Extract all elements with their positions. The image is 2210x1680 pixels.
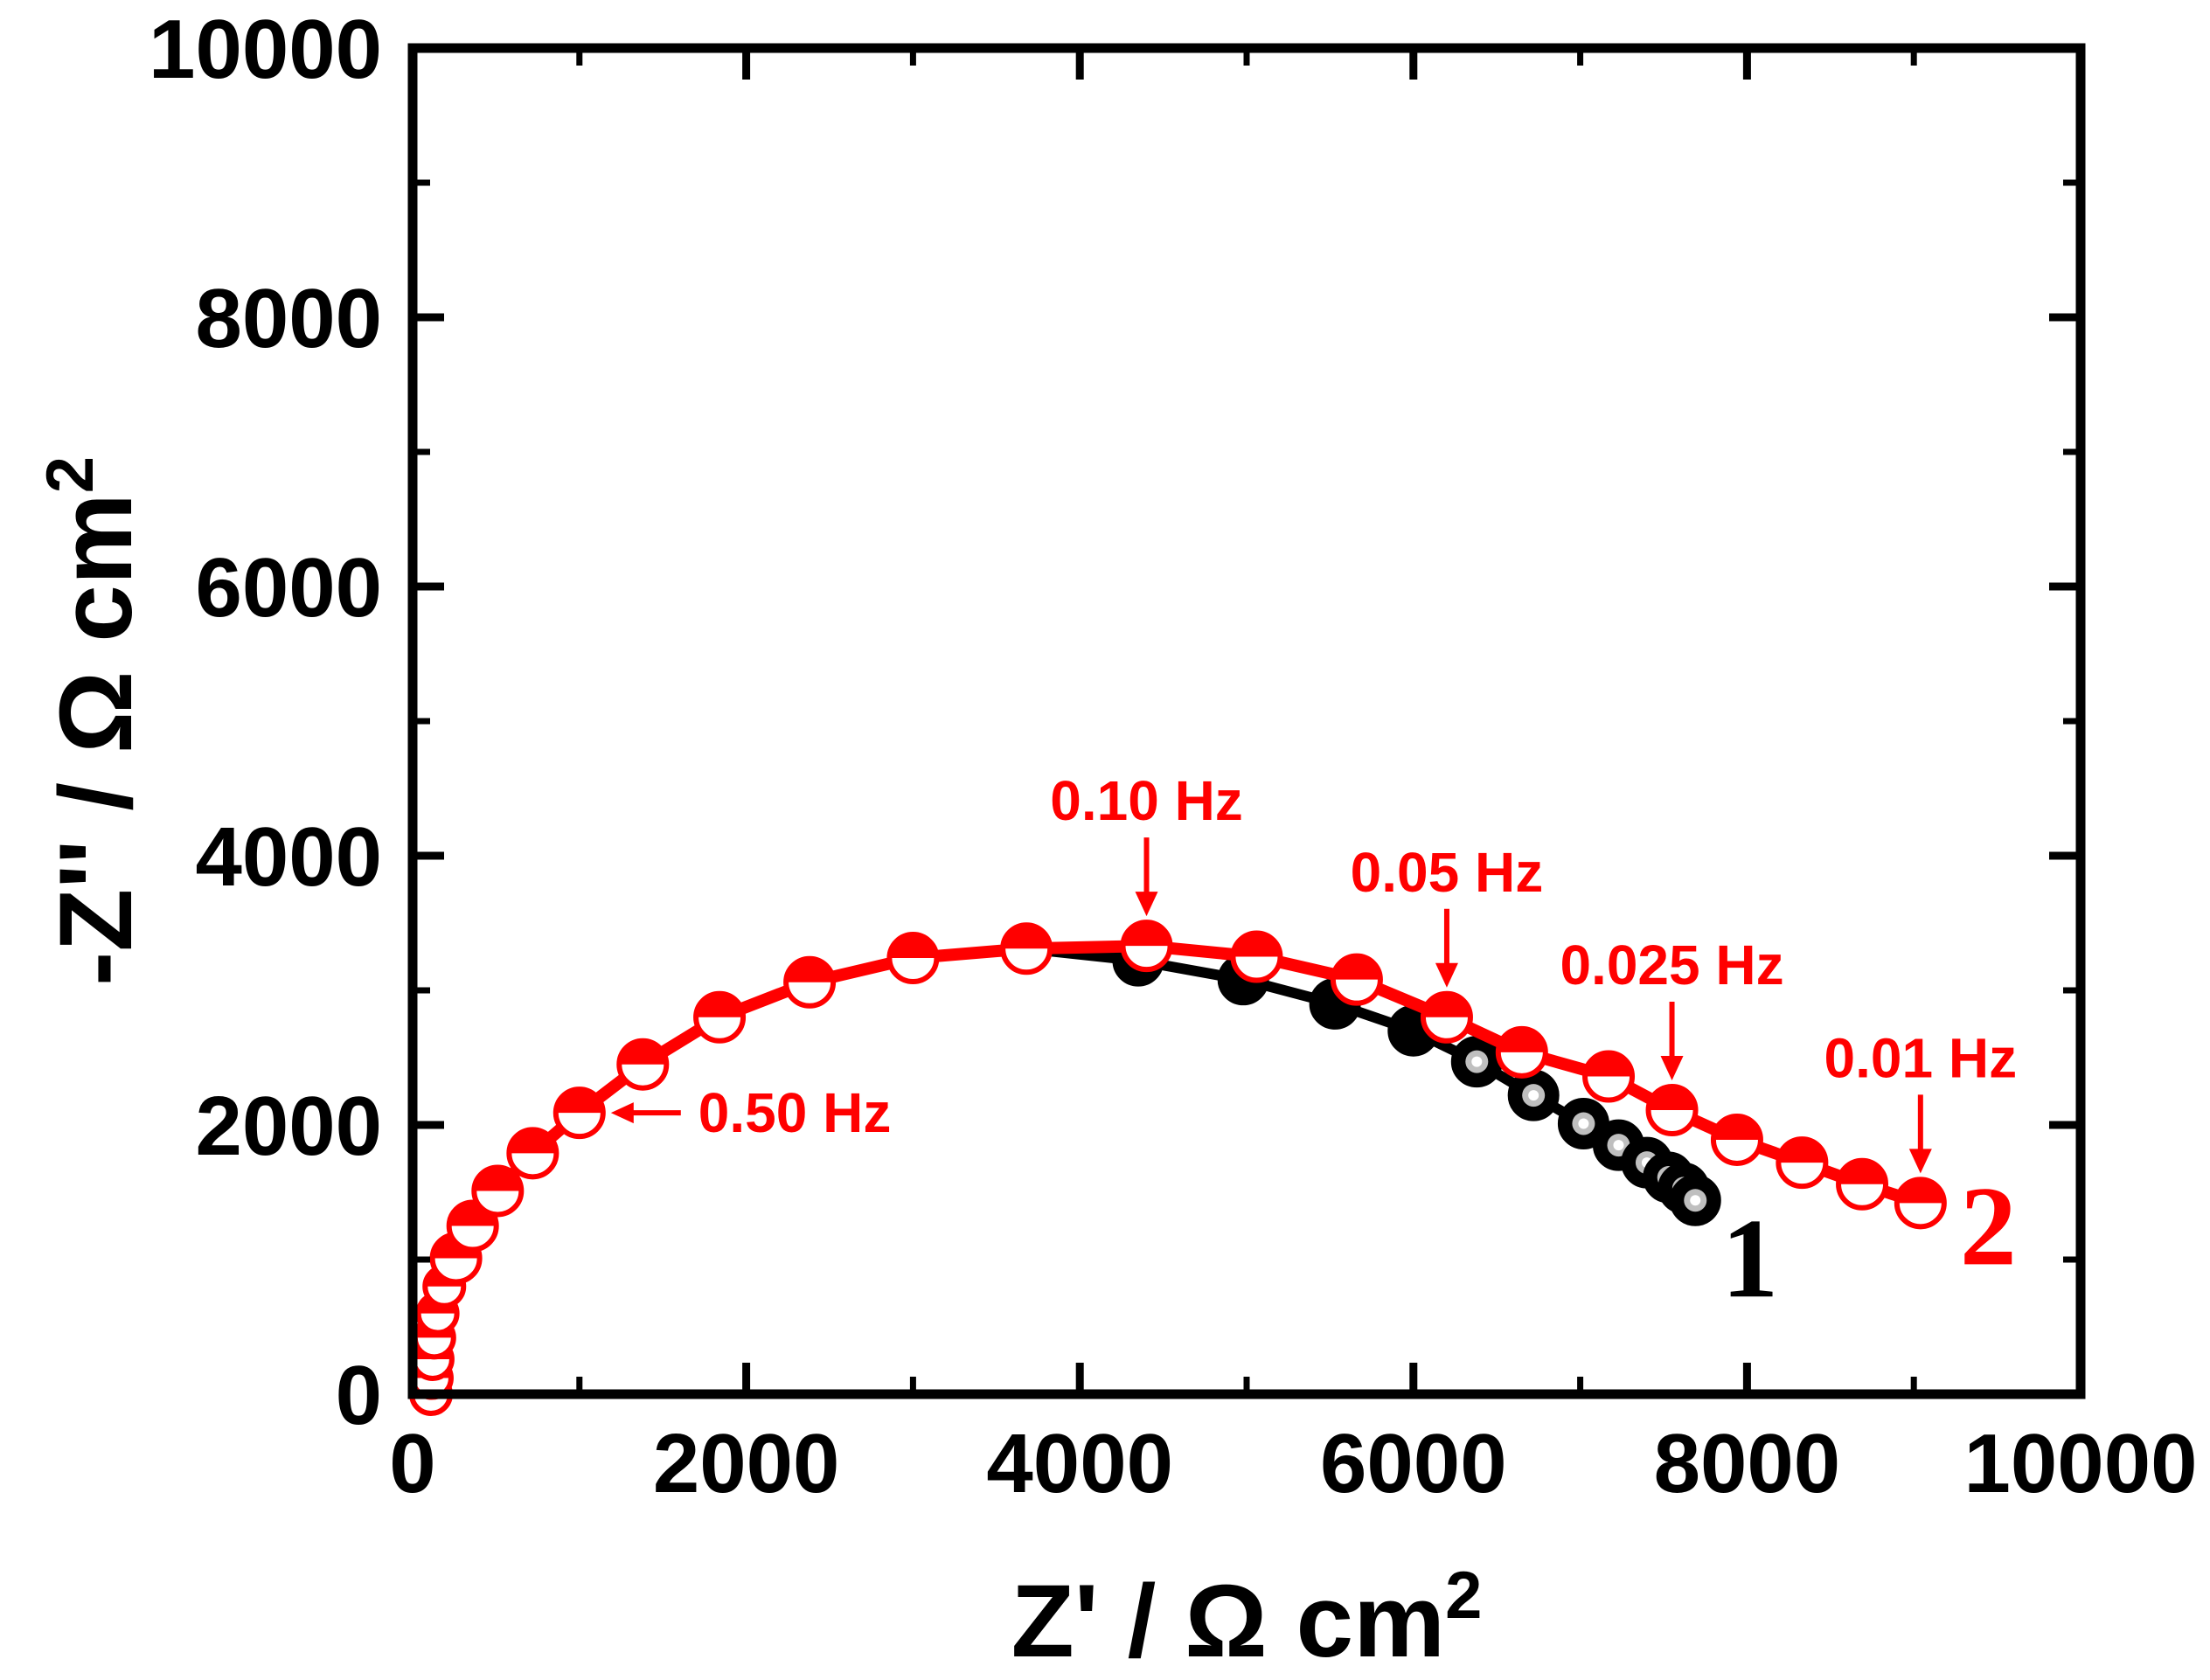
x-tick-label: 2000 bbox=[653, 1417, 840, 1510]
series-2-point bbox=[1420, 990, 1473, 1044]
x-tick-label: 10000 bbox=[1964, 1417, 2198, 1510]
series-2-point bbox=[1330, 953, 1383, 1006]
x-tick-label: 8000 bbox=[1654, 1417, 1841, 1510]
annotation-arrow-head bbox=[1435, 962, 1458, 988]
annotation-arrow-head bbox=[1908, 1149, 1932, 1174]
series-2-label: 2 bbox=[1960, 1163, 2017, 1289]
plot-frame bbox=[407, 43, 2086, 1399]
series-2-point bbox=[693, 990, 747, 1044]
series-1-line bbox=[426, 943, 1699, 1395]
annotation-arrow-head bbox=[1660, 1056, 1684, 1081]
series-2-point bbox=[1776, 1136, 1829, 1190]
series-2-point bbox=[783, 955, 837, 1009]
series-2-point bbox=[552, 1086, 606, 1140]
series-2-point bbox=[1894, 1177, 1947, 1230]
annotation-label: 0.05 Hz bbox=[1351, 841, 1544, 904]
series-2-point bbox=[1000, 922, 1053, 975]
y-axis-title: -Z'' / Ω cm2 bbox=[33, 456, 154, 986]
frequency-annotation: 0.025 Hz bbox=[1560, 934, 1784, 1081]
annotation-label: 0.025 Hz bbox=[1560, 934, 1783, 996]
series-1-point-center bbox=[1578, 1118, 1589, 1129]
x-tick-label: 0 bbox=[389, 1417, 435, 1510]
series-2-point-fill bbox=[1332, 955, 1380, 980]
series-2-point-fill bbox=[474, 1167, 522, 1191]
series-2-point bbox=[886, 932, 940, 985]
series-2-point-fill bbox=[1422, 993, 1470, 1017]
series-2-point-fill bbox=[1498, 1028, 1546, 1052]
series-2-point-fill bbox=[509, 1129, 557, 1154]
series-2-point-fill bbox=[1713, 1115, 1761, 1140]
annotation-label: 0.50 Hz bbox=[698, 1081, 892, 1144]
series-2-point bbox=[506, 1127, 559, 1180]
x-tick-label: 4000 bbox=[986, 1417, 1173, 1510]
annotation-arrow-head bbox=[1135, 892, 1158, 917]
series-2-point bbox=[1230, 930, 1283, 983]
series-2-point-fill bbox=[786, 958, 834, 982]
series-2-point bbox=[616, 1038, 670, 1091]
series-2-point-fill bbox=[889, 934, 937, 959]
series-2-point bbox=[446, 1199, 499, 1253]
series-1-point-center bbox=[1528, 1090, 1539, 1101]
y-tick-label: 10000 bbox=[149, 3, 382, 96]
series-2-point-fill bbox=[1233, 933, 1281, 957]
y-tick-label: 4000 bbox=[195, 810, 382, 904]
frequency-annotation: 0.50 Hz bbox=[610, 1081, 892, 1144]
y-tick-label: 8000 bbox=[195, 272, 382, 365]
series-2-point bbox=[1645, 1084, 1699, 1137]
series-2-point-fill bbox=[1003, 925, 1051, 949]
series-2-point bbox=[1120, 920, 1173, 973]
series-1-label: 1 bbox=[1721, 1196, 1778, 1322]
y-tick-label: 2000 bbox=[195, 1080, 382, 1173]
series-1-point-center bbox=[1613, 1140, 1624, 1151]
series-2-point-fill bbox=[1648, 1086, 1696, 1111]
series-2-point-fill bbox=[619, 1040, 667, 1065]
annotation-label: 0.01 Hz bbox=[1824, 1026, 2018, 1089]
annotation-label: 0.10 Hz bbox=[1050, 769, 1243, 832]
series-2-point-fill bbox=[1838, 1160, 1887, 1184]
series-2-point-fill bbox=[1778, 1139, 1826, 1163]
y-tick-label: 0 bbox=[336, 1349, 382, 1442]
x-tick-label: 6000 bbox=[1320, 1417, 1507, 1510]
series-1-point-center bbox=[1690, 1195, 1701, 1206]
series-1-markers bbox=[409, 922, 1721, 1416]
series-2-point bbox=[1710, 1113, 1763, 1166]
series-2-point bbox=[1582, 1050, 1636, 1103]
series-1-point-center bbox=[1471, 1056, 1483, 1067]
series-2-point-fill bbox=[696, 993, 744, 1017]
series-2-point-fill bbox=[1585, 1052, 1633, 1077]
x-axis-title: Z' / Ω cm2 bbox=[1011, 1559, 1483, 1679]
series-2-point bbox=[471, 1164, 525, 1218]
series-2-point-fill bbox=[1122, 922, 1171, 947]
annotation-arrow-head bbox=[610, 1102, 634, 1124]
series-2-point bbox=[1495, 1025, 1548, 1079]
series-2-point-fill bbox=[555, 1089, 603, 1114]
y-tick-label: 6000 bbox=[195, 541, 382, 635]
series-2-point-fill bbox=[1896, 1179, 1944, 1204]
frequency-annotation: 0.01 Hz bbox=[1824, 1026, 2018, 1174]
frequency-annotation: 0.10 Hz bbox=[1050, 769, 1243, 917]
frequency-annotation: 0.05 Hz bbox=[1351, 841, 1544, 988]
series-2-point bbox=[1836, 1157, 1889, 1211]
